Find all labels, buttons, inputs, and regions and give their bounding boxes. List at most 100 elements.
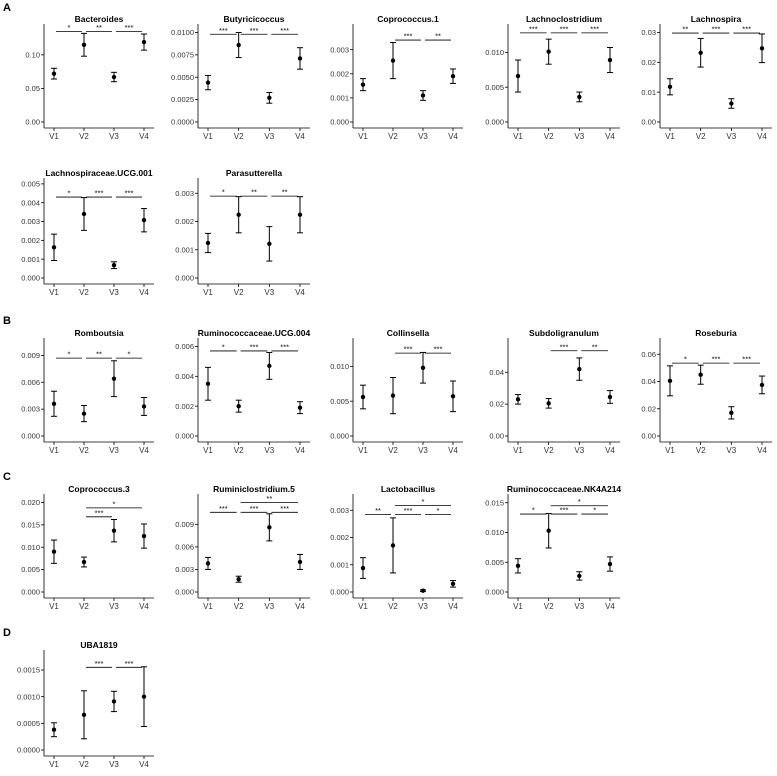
y-tick-label: 0.00 xyxy=(25,118,40,127)
mean-point xyxy=(267,363,272,369)
significance-label: *** xyxy=(250,26,259,35)
panel-5: Lachnospiraceae.UCG.001 0.000 0.001 0.002 0.… xyxy=(21,168,154,297)
significance-label: *** xyxy=(742,355,751,364)
mean-point xyxy=(236,403,241,409)
x-tick-label: V2 xyxy=(234,446,244,455)
y-tick-label: 0.001 xyxy=(175,245,194,254)
mean-point xyxy=(51,727,57,732)
y-tick-label: 0.005 xyxy=(21,565,40,574)
mean-point xyxy=(205,80,211,85)
panel-title: Lachnoclostridium xyxy=(526,14,602,24)
x-tick-label: V3 xyxy=(726,446,736,455)
x-tick-label: V3 xyxy=(418,602,428,611)
panel-title: Ruminococcaceae.NK4A214 xyxy=(507,484,622,494)
y-tick-label: 0.04 xyxy=(489,368,504,377)
y-tick-label: 0.000 xyxy=(330,432,349,441)
mean-point xyxy=(141,39,147,45)
mean-point xyxy=(546,528,551,533)
y-tick-label: 0.02 xyxy=(641,58,656,67)
x-tick-label: V2 xyxy=(388,446,398,455)
mean-point xyxy=(577,366,582,372)
panel-title: Coprococcus.3 xyxy=(68,484,130,494)
significance-label: * xyxy=(684,355,687,364)
x-tick-label: V3 xyxy=(109,760,119,769)
mean-point xyxy=(141,218,147,223)
x-tick-label: V2 xyxy=(79,132,89,141)
y-tick-label: 0.00 xyxy=(641,118,656,127)
y-tick-label: 0.0100 xyxy=(171,28,194,37)
mean-point xyxy=(267,525,272,530)
x-tick-label: V2 xyxy=(234,602,244,611)
panel-title: Parasutterella xyxy=(226,168,282,178)
mean-point xyxy=(390,58,396,63)
y-tick-label: 0.10 xyxy=(25,50,40,59)
x-tick-label: V3 xyxy=(264,288,274,297)
significance-label: *** xyxy=(742,25,751,34)
x-tick-label: V2 xyxy=(696,132,706,141)
x-tick-label: V2 xyxy=(234,288,244,297)
x-tick-label: V4 xyxy=(295,446,305,455)
significance-label: * xyxy=(68,23,71,32)
y-tick-label: 0.002 xyxy=(330,533,349,542)
panel-title: Ruminococcaceae.UCG.004 xyxy=(198,328,311,338)
mean-point xyxy=(236,42,241,48)
mean-point xyxy=(51,549,57,554)
x-tick-label: V4 xyxy=(139,446,149,455)
panel-15: Ruminococcaceae.NK4A214 0.000 0.005 0.010 0.… xyxy=(485,484,621,611)
section-letter-c: C xyxy=(3,471,11,483)
panel-title: Coprococcus.1 xyxy=(377,14,439,24)
mean-point xyxy=(546,49,551,54)
x-tick-label: V3 xyxy=(574,132,584,141)
x-tick-label: V1 xyxy=(358,132,368,141)
y-tick-label: 0.009 xyxy=(175,520,194,529)
panel-title: UBA1819 xyxy=(80,640,118,650)
significance-label: *** xyxy=(280,504,289,513)
significance-label: *** xyxy=(560,24,569,33)
x-tick-label: V4 xyxy=(757,132,767,141)
significance-label: *** xyxy=(590,24,599,33)
y-tick-label: 0.005 xyxy=(21,179,40,188)
panel-2: Coprococcus.1 0.000 0.001 0.002 0.003 V1 V2 V3 V… xyxy=(330,14,463,141)
mean-point xyxy=(515,73,521,79)
mean-point xyxy=(577,94,582,100)
mean-point xyxy=(360,82,366,87)
y-tick-label: 0.006 xyxy=(175,342,194,351)
mean-point xyxy=(297,56,303,61)
x-tick-label: V1 xyxy=(49,288,59,297)
mean-point xyxy=(546,401,551,406)
panel-6: Parasutterella 0.000 0.001 0.002 0.003 V1 V2 V3… xyxy=(175,168,310,297)
x-tick-label: V4 xyxy=(139,602,149,611)
x-tick-label: V1 xyxy=(203,446,213,455)
y-tick-label: 0.002 xyxy=(175,217,194,226)
panel-title: Lachnospira xyxy=(691,14,742,24)
y-tick-label: 0.015 xyxy=(21,520,40,529)
significance-label: ** xyxy=(435,32,441,41)
y-tick-label: 0.000 xyxy=(21,274,40,283)
mean-point xyxy=(205,561,211,566)
panel-3: Lachnoclostridium 0.000 0.005 0.010 V1 V2 V3 V4… xyxy=(485,14,620,141)
mean-point xyxy=(81,211,87,217)
significance-label: * xyxy=(437,506,440,515)
mean-point xyxy=(81,559,87,565)
significance-label: *** xyxy=(280,342,289,351)
significance-label: *** xyxy=(95,508,104,517)
mean-point xyxy=(267,95,272,101)
y-tick-label: 0.00 xyxy=(489,432,504,441)
y-tick-label: 0.000 xyxy=(175,274,194,283)
y-tick-label: 0.006 xyxy=(175,542,194,551)
y-tick-label: 0.005 xyxy=(485,83,504,92)
x-tick-label: V4 xyxy=(139,288,149,297)
mean-point xyxy=(81,712,87,717)
y-tick-label: 0.000 xyxy=(330,588,349,597)
mean-point xyxy=(111,699,117,704)
y-tick-label: 0.0015 xyxy=(17,666,40,675)
mean-point xyxy=(205,240,211,246)
x-tick-label: V1 xyxy=(513,446,523,455)
significance-label: ** xyxy=(96,23,102,32)
section-letter-a: A xyxy=(3,2,11,14)
x-tick-label: V2 xyxy=(696,446,706,455)
mean-point xyxy=(111,74,117,80)
